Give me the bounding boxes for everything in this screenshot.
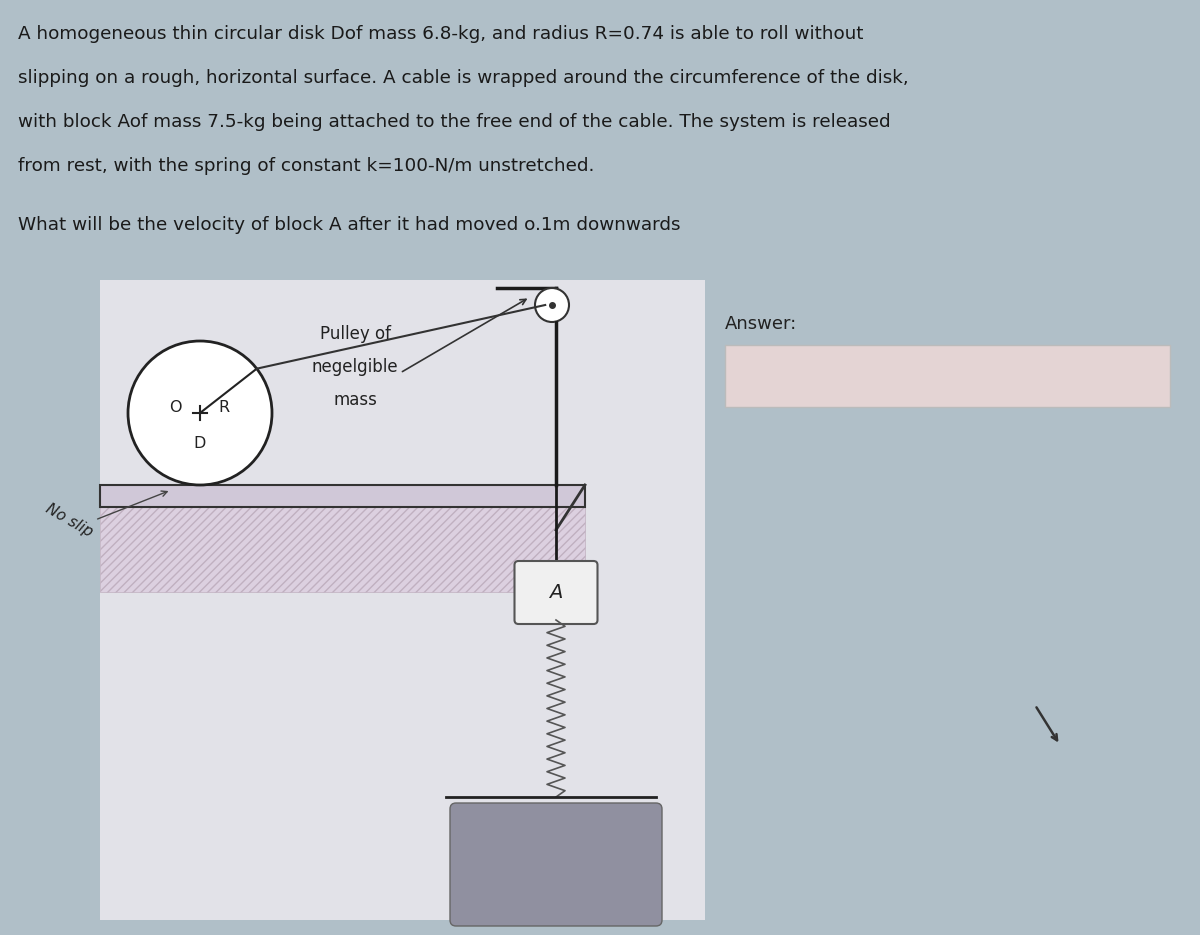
Circle shape: [128, 341, 272, 485]
Text: What will be the velocity of block A after it had moved o.1m downwards: What will be the velocity of block A aft…: [18, 216, 680, 234]
FancyBboxPatch shape: [515, 561, 598, 624]
Circle shape: [535, 288, 569, 322]
Bar: [725, 345, 1170, 407]
Text: mass: mass: [334, 391, 377, 409]
Text: with block Aof mass 7.5-kg being attached to the free end of the cable. The syst: with block Aof mass 7.5-kg being attache…: [18, 113, 890, 131]
Text: No slip: No slip: [43, 500, 95, 539]
Text: D: D: [194, 436, 206, 451]
Text: A: A: [550, 583, 563, 602]
Bar: [100, 507, 586, 592]
FancyBboxPatch shape: [450, 803, 662, 926]
Text: O: O: [169, 399, 182, 414]
Text: Answer:: Answer:: [725, 315, 797, 333]
Text: negelgible: negelgible: [312, 358, 398, 376]
Text: Pulley of: Pulley of: [319, 325, 390, 343]
Bar: [100, 485, 586, 507]
Bar: [100, 280, 706, 920]
Text: from rest, with the spring of constant k=100-N/m unstretched.: from rest, with the spring of constant k…: [18, 157, 594, 175]
Text: A homogeneous thin circular disk Dof mass 6.8-kg, and radius R=0.74 is able to r: A homogeneous thin circular disk Dof mas…: [18, 25, 864, 43]
Text: R: R: [218, 399, 229, 414]
Text: slipping on a rough, horizontal surface. A cable is wrapped around the circumfer: slipping on a rough, horizontal surface.…: [18, 69, 908, 87]
